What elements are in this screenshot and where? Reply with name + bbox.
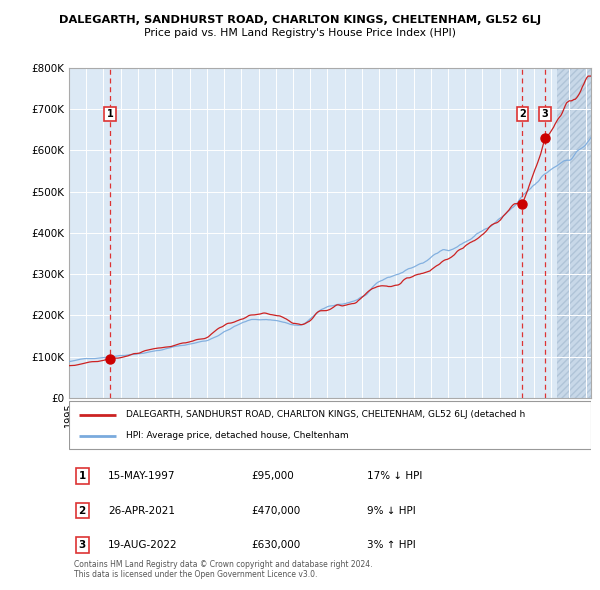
Text: Price paid vs. HM Land Registry's House Price Index (HPI): Price paid vs. HM Land Registry's House … (144, 28, 456, 38)
Text: HPI: Average price, detached house, Cheltenham: HPI: Average price, detached house, Chel… (127, 431, 349, 440)
Text: DALEGARTH, SANDHURST ROAD, CHARLTON KINGS, CHELTENHAM, GL52 6LJ (detached h: DALEGARTH, SANDHURST ROAD, CHARLTON KING… (127, 410, 526, 419)
Text: DALEGARTH, SANDHURST ROAD, CHARLTON KINGS, CHELTENHAM, GL52 6LJ: DALEGARTH, SANDHURST ROAD, CHARLTON KING… (59, 15, 541, 25)
Text: 17% ↓ HPI: 17% ↓ HPI (367, 471, 422, 481)
Text: £470,000: £470,000 (252, 506, 301, 516)
Bar (69, 402, 591, 449)
Text: 15-MAY-1997: 15-MAY-1997 (108, 471, 176, 481)
Text: 26-APR-2021: 26-APR-2021 (108, 506, 175, 516)
Bar (557, 68, 591, 398)
Text: 1: 1 (79, 471, 86, 481)
Text: 1: 1 (106, 109, 113, 119)
Text: £630,000: £630,000 (252, 540, 301, 550)
Text: 9% ↓ HPI: 9% ↓ HPI (367, 506, 415, 516)
Text: 2: 2 (79, 506, 86, 516)
Text: 2: 2 (519, 109, 526, 119)
Text: £95,000: £95,000 (252, 471, 295, 481)
Text: 3% ↑ HPI: 3% ↑ HPI (367, 540, 415, 550)
Text: 19-AUG-2022: 19-AUG-2022 (108, 540, 178, 550)
Text: 3: 3 (542, 109, 548, 119)
Bar (557, 68, 591, 398)
Text: Contains HM Land Registry data © Crown copyright and database right 2024.
This d: Contains HM Land Registry data © Crown c… (74, 560, 373, 579)
Text: 3: 3 (79, 540, 86, 550)
